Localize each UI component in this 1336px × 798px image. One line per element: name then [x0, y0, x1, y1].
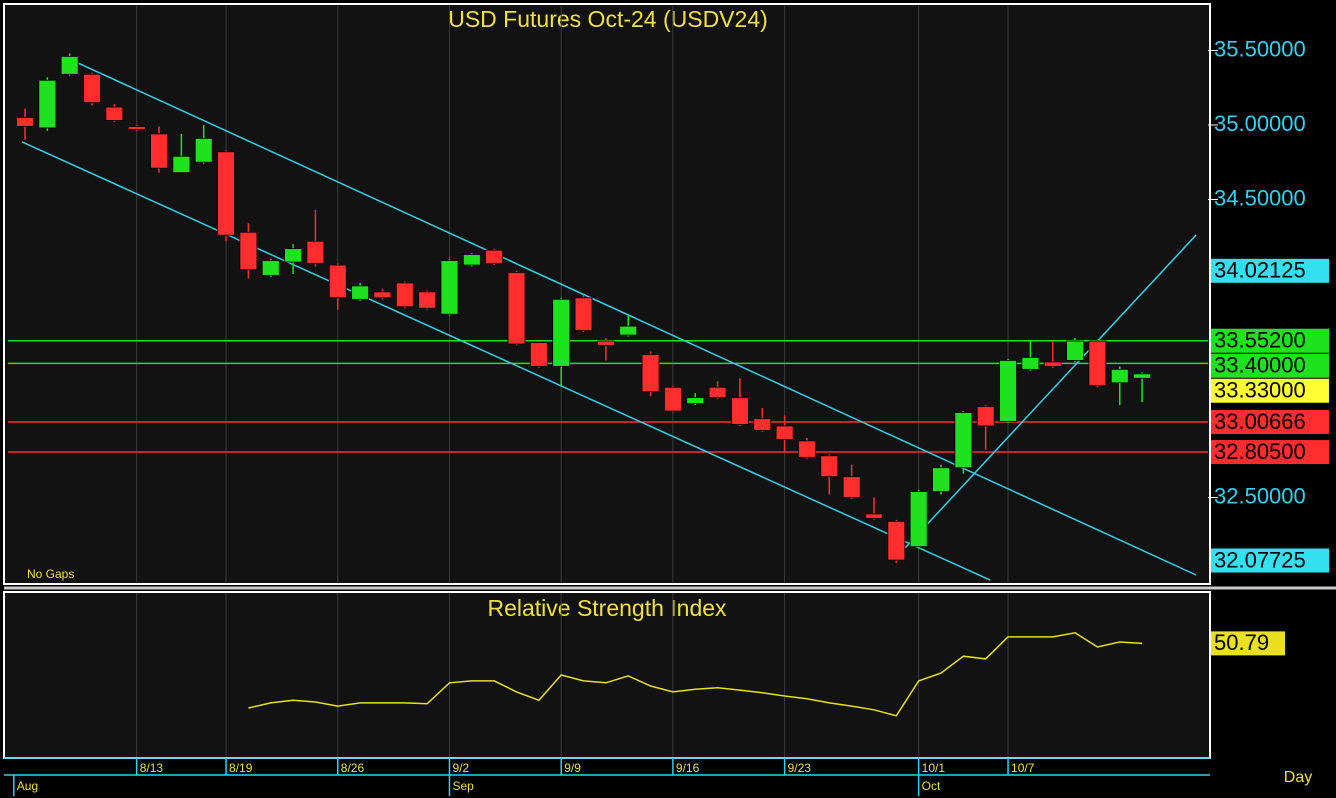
candle-body	[664, 386, 682, 412]
candle-body	[351, 285, 370, 300]
candle-body	[83, 73, 101, 104]
price-badge	[1211, 548, 1329, 573]
trendline	[904, 234, 1197, 549]
x-tick-label: 9/23	[788, 761, 812, 775]
candle-body	[976, 406, 995, 427]
candle-body	[641, 354, 660, 393]
candle-body	[865, 513, 883, 519]
price-badge	[1211, 328, 1329, 353]
rsi-line	[248, 632, 1143, 717]
candle-body	[686, 397, 705, 405]
candle-body	[1043, 361, 1062, 367]
candle-body	[462, 254, 481, 266]
candle-body	[619, 325, 638, 336]
candle-body	[284, 248, 302, 263]
price-badge	[1211, 258, 1329, 283]
candle-body	[999, 360, 1017, 422]
candle-body	[574, 297, 593, 332]
x-tick-label: 9/9	[564, 761, 581, 775]
price-badge	[1211, 410, 1329, 435]
candle-body	[753, 418, 772, 431]
candle-body	[1088, 340, 1107, 387]
x-tick-label: 8/13	[140, 761, 164, 775]
month-label: Sep	[452, 779, 474, 793]
candle-body	[16, 117, 34, 127]
candle-body	[328, 264, 347, 299]
candle-body	[842, 476, 861, 498]
candle-body	[731, 397, 749, 425]
trendline	[64, 56, 1197, 576]
candle-body	[373, 291, 392, 299]
rsi-badge	[1211, 631, 1285, 656]
candle-body	[239, 231, 258, 270]
x-axis-label: Day	[1284, 769, 1312, 786]
y-tick-label: 34.50000	[1214, 185, 1306, 210]
x-tick-label: 10/1	[922, 761, 946, 775]
price-badge	[1211, 440, 1329, 465]
x-tick-label: 8/19	[229, 761, 253, 775]
chart-title: USD Futures Oct-24 (USDV24)	[448, 6, 768, 32]
candle-body	[418, 291, 437, 309]
candle-body	[552, 298, 571, 367]
price-badge-label: 32.07725	[1214, 547, 1306, 572]
x-tick-label: 9/16	[676, 761, 700, 775]
candle-body	[529, 342, 548, 367]
y-tick-label: 35.00000	[1214, 111, 1306, 136]
x-tick-label: 9/2	[452, 761, 469, 775]
candle-body	[708, 386, 727, 399]
candle-body	[507, 272, 526, 345]
price-badge-label: 34.02125	[1214, 258, 1306, 283]
candle-body	[306, 240, 325, 264]
candle-body	[172, 155, 191, 174]
candle-body	[1021, 357, 1040, 370]
candle-body	[261, 260, 280, 276]
candle-body	[127, 126, 146, 130]
rsi-title: Relative Strength Index	[487, 595, 727, 621]
candle-body	[932, 467, 950, 492]
price-badge-label: 33.40000	[1214, 353, 1306, 378]
price-badge-label: 32.80500	[1214, 439, 1306, 464]
rsi-panel	[3, 591, 1211, 759]
candle-body	[38, 79, 57, 129]
candle-body	[217, 151, 235, 236]
month-label: Oct	[922, 779, 941, 793]
candle-body	[440, 260, 459, 315]
candle-body	[105, 106, 124, 121]
y-tick-label: 35.50000	[1214, 36, 1306, 61]
candle-body	[194, 137, 213, 163]
x-tick-label: 10/7	[1011, 761, 1035, 775]
candle-body	[954, 412, 973, 469]
price-badge	[1211, 378, 1329, 403]
month-label: Aug	[17, 779, 38, 793]
candle-body	[596, 340, 615, 346]
candle-body	[1110, 368, 1129, 384]
candle-body	[60, 56, 79, 75]
trendline	[21, 141, 991, 581]
candle-body	[798, 440, 816, 458]
price-badge-label: 33.55200	[1214, 328, 1306, 353]
price-panel	[3, 3, 1211, 585]
price-badge-label: 33.00666	[1214, 409, 1306, 434]
candle-body	[1133, 373, 1151, 379]
x-tick-label: 8/26	[341, 761, 365, 775]
note: No Gaps	[27, 567, 74, 581]
rsi-badge-label: 50.79	[1214, 630, 1269, 655]
candle-body	[150, 133, 168, 169]
price-badge-label: 33.33000	[1214, 378, 1306, 403]
candle-body	[485, 249, 504, 264]
candle-body	[887, 520, 906, 561]
price-badge	[1211, 353, 1329, 378]
candle-body	[1066, 340, 1084, 361]
candle-body	[820, 455, 839, 478]
candle-body	[775, 425, 794, 440]
candle-body	[909, 491, 928, 548]
candle-body	[395, 282, 414, 308]
y-tick-label: 32.50000	[1214, 483, 1306, 508]
